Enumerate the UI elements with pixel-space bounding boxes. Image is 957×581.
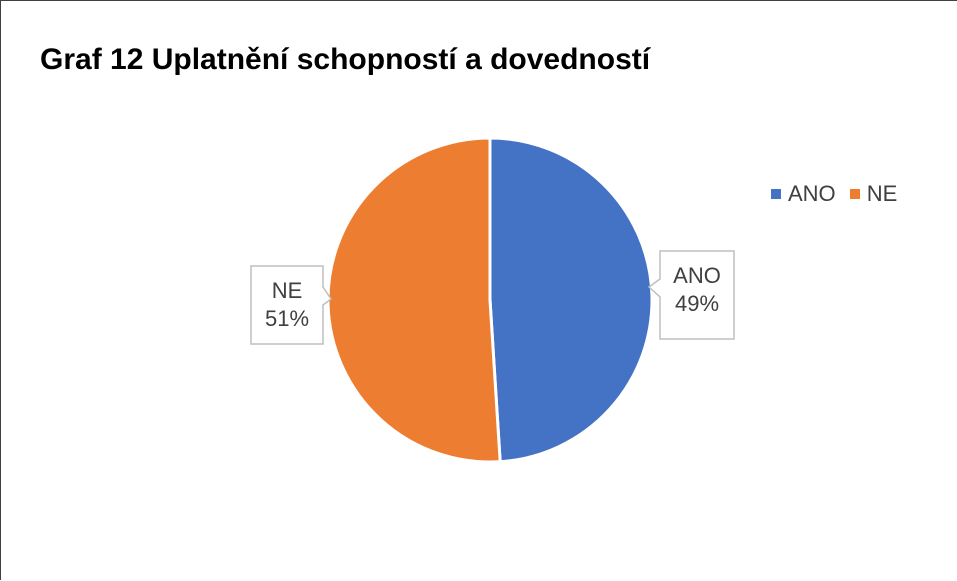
data-label-category: ANO xyxy=(673,263,721,288)
data-label-box xyxy=(647,250,735,340)
data-label-value: 49% xyxy=(675,291,719,316)
legend: ANO NE xyxy=(771,181,911,207)
data-labels: ANO 49% NE 51% xyxy=(250,250,735,345)
legend-entry-ano: ANO xyxy=(771,181,836,207)
legend-entry-ne: NE xyxy=(849,181,898,207)
data-label-ne: NE 51% xyxy=(250,265,333,345)
pie-slice-ano xyxy=(488,136,654,464)
legend-label-ne: NE xyxy=(866,181,898,206)
data-label-box xyxy=(250,265,333,345)
legend-label-ano: ANO xyxy=(788,181,836,206)
chart-title: Graf 12 Uplatnění schopností a dovednost… xyxy=(40,43,651,76)
legend-swatch-ne xyxy=(849,189,860,199)
pie-slices xyxy=(326,136,654,464)
data-label-value: 51% xyxy=(265,306,309,331)
legend-swatch-ano xyxy=(771,189,781,199)
data-label-category: NE xyxy=(272,278,303,303)
pie-slice-ne xyxy=(326,136,502,464)
data-label-ano: ANO 49% xyxy=(647,250,735,340)
